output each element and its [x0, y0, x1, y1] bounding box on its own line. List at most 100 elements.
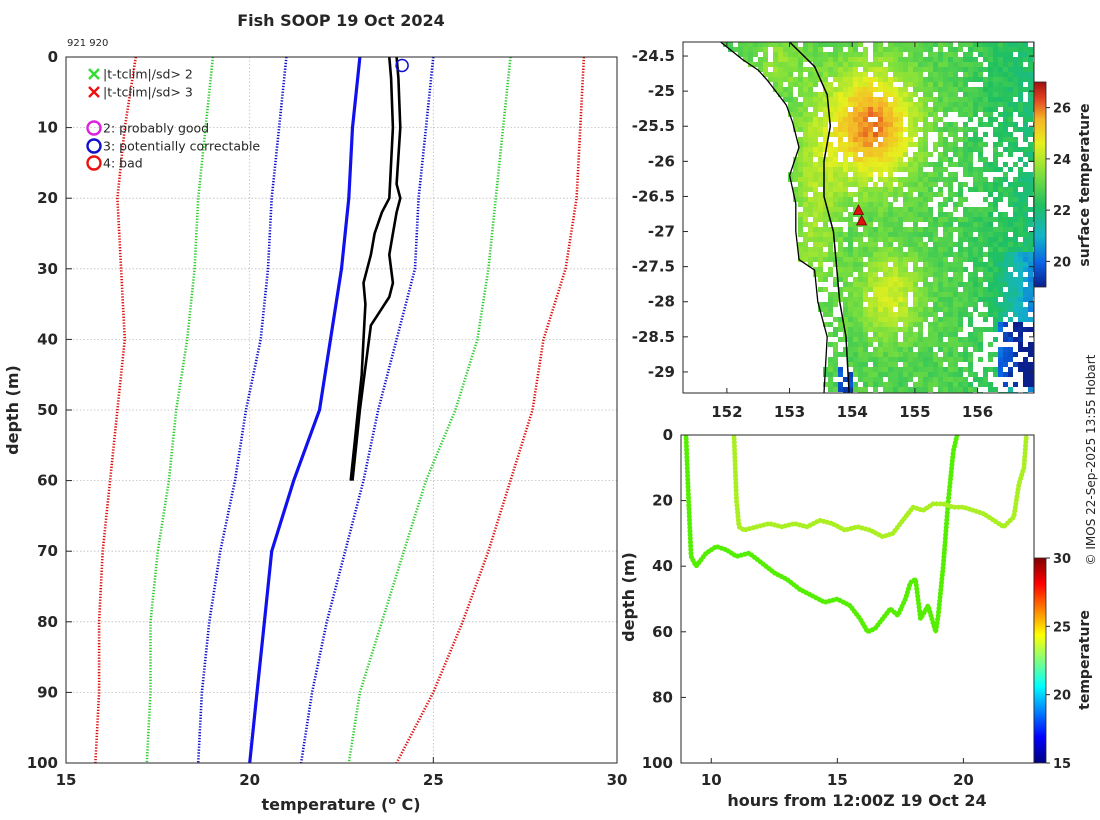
sst-cell: [863, 202, 868, 207]
sst-cell: [843, 197, 848, 202]
sst-cell: [993, 242, 998, 247]
sst-cell: [958, 257, 963, 262]
sst-cell: [953, 387, 958, 392]
sst-cell: [893, 157, 898, 162]
sst-cell: [933, 362, 938, 367]
sst-cell: [1008, 282, 1013, 287]
sst-cell: [813, 147, 818, 152]
sst-cell: [873, 282, 878, 287]
sst-cell: [823, 242, 828, 247]
sst-cell: [948, 172, 953, 177]
sst-cell: [903, 92, 908, 97]
sst-cell: [978, 227, 983, 232]
sst-cell: [868, 172, 873, 177]
sst-cell: [923, 297, 928, 302]
sst-cell: [1008, 47, 1013, 52]
sst-cell: [858, 377, 863, 382]
sst-cell: [823, 72, 828, 77]
depth-time-ylabel: depth (m): [619, 552, 638, 642]
sst-cell: [863, 107, 868, 112]
sst-cell: [868, 382, 873, 387]
sst-cell: [1028, 262, 1033, 267]
sst-cell: [843, 167, 848, 172]
sst-cell: [933, 67, 938, 72]
sst-cell: [818, 287, 823, 292]
sst-cell: [878, 292, 883, 297]
sst-cell: [978, 182, 983, 187]
sst-cell: [798, 157, 803, 162]
sst-cell: [883, 307, 888, 312]
sst-cell: [858, 112, 863, 117]
sst-cell: [888, 142, 893, 147]
sst-cell: [783, 67, 788, 72]
sst-cell: [913, 197, 918, 202]
sst-cell: [808, 127, 813, 132]
sst-cell: [898, 182, 903, 187]
sst-cell: [873, 152, 878, 157]
sst-cell: [853, 317, 858, 322]
sst-cell: [968, 317, 973, 322]
sst-cell: [878, 252, 883, 257]
sst-cell: [793, 97, 798, 102]
sst-cell: [928, 307, 933, 312]
legend-circle-marker: [86, 120, 102, 136]
sst-cell: [1028, 237, 1033, 242]
sst-cell: [888, 302, 893, 307]
sst-cell: [973, 372, 978, 377]
sst-cell: [878, 317, 883, 322]
sst-cell: [868, 162, 873, 167]
sst-cell: [1028, 82, 1033, 87]
sst-cell: [853, 172, 858, 177]
sst-cell: [898, 152, 903, 157]
sst-cell: [908, 367, 913, 372]
sst-cell: [978, 262, 983, 267]
sst-cell: [843, 262, 848, 267]
sst-cell: [998, 292, 1003, 297]
sst-cell: [988, 212, 993, 217]
sst-cell: [1008, 97, 1013, 102]
sst-cell: [893, 177, 898, 182]
sst-cell: [913, 152, 918, 157]
sst-cell: [858, 232, 863, 237]
sst-cell: [838, 77, 843, 82]
sst-cell: [908, 387, 913, 392]
sst-cell: [1003, 347, 1008, 352]
sst-cell: [908, 57, 913, 62]
sst-cell: [903, 382, 908, 387]
sst-cell: [783, 97, 788, 102]
sst-cell: [948, 367, 953, 372]
sst-cell: [988, 97, 993, 102]
sst-cell: [988, 67, 993, 72]
sst-cell: [1028, 327, 1033, 332]
sst-cell: [908, 352, 913, 357]
sst-cell: [973, 147, 978, 152]
sst-cell: [948, 232, 953, 237]
sst-cell: [953, 82, 958, 87]
sst-cell: [988, 307, 993, 312]
profile-xlabel: temperature (o C): [261, 794, 420, 814]
sst-cell: [973, 307, 978, 312]
sst-cell: [983, 242, 988, 247]
sst-cell: [883, 247, 888, 252]
sst-cell: [1013, 47, 1018, 52]
sst-cell: [988, 42, 993, 47]
sst-cell: [923, 197, 928, 202]
sst-cell: [888, 247, 893, 252]
sst-cell: [938, 167, 943, 172]
sst-cell: [808, 182, 813, 187]
sst-cell: [918, 212, 923, 217]
sst-cell: [883, 102, 888, 107]
sst-cell: [1003, 137, 1008, 142]
sst-cell: [948, 227, 953, 232]
sst-map-chart: -24.5-25-25.5-26-26.5-27-27.5-28-28.5-29…: [632, 41, 1093, 421]
profile-xtick-label: 20: [239, 771, 260, 789]
sst-cell: [823, 67, 828, 72]
sst-cell: [818, 212, 823, 217]
sst-cell: [833, 92, 838, 97]
sst-cell: [943, 387, 948, 392]
sst-cell: [813, 102, 818, 107]
sst-cell: [993, 147, 998, 152]
sst-cell: [893, 237, 898, 242]
sst-cell: [853, 352, 858, 357]
sst-cell: [838, 317, 843, 322]
